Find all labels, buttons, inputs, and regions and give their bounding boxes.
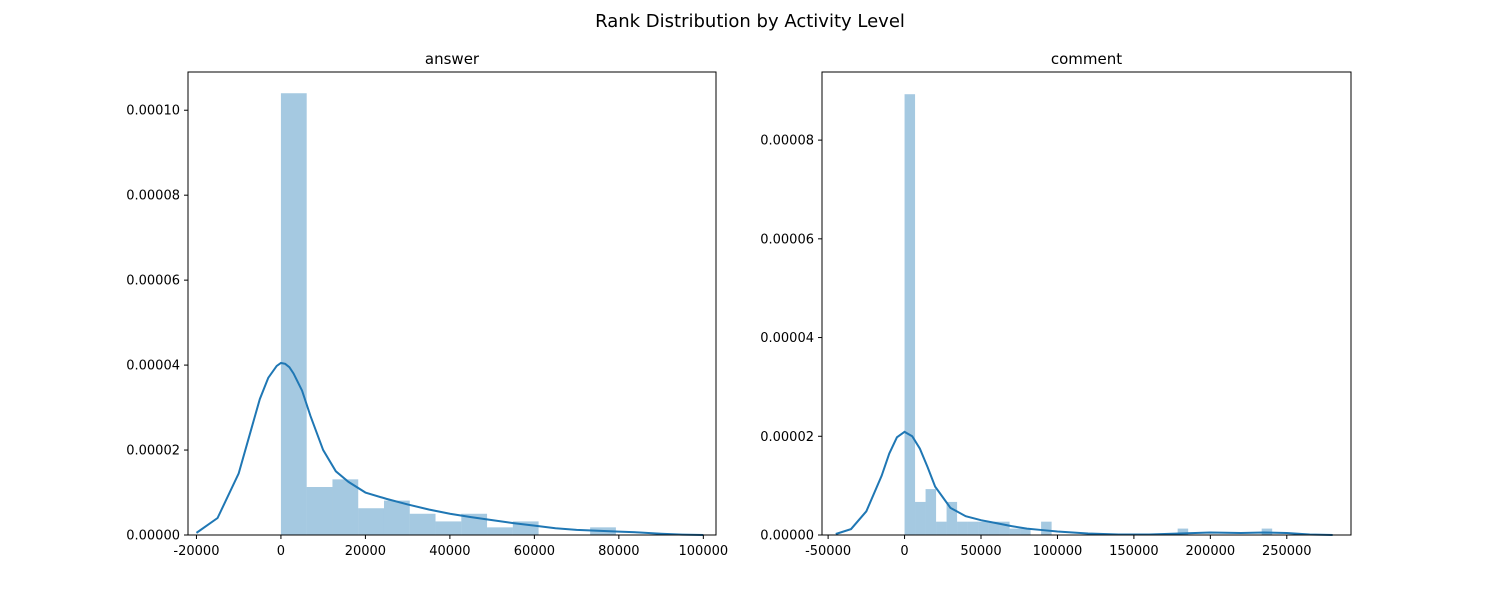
histogram-bar [409,513,436,535]
plot-frame [821,71,1352,536]
histogram-bar [988,521,1000,535]
y-tick-label: 0.00002 [126,444,180,459]
histogram-bar [978,521,989,535]
histogram-bar [1177,528,1189,535]
y-tick-label: 0.00008 [126,189,180,204]
histogram-bar [904,94,916,535]
x-tick-label: 200000 [1186,544,1236,559]
histogram-bar [1009,528,1021,535]
histogram-bar [1020,528,1031,535]
subplot-answer: answer -20000 0 20000 40000 60000 80000 100000 0… [126,50,728,559]
x-tick-label: 250000 [1262,544,1312,559]
histogram-bar [383,500,410,535]
x-tick-label: 60000 [514,544,555,559]
histogram-bar [999,521,1010,535]
x-tick-label: 50000 [960,544,1001,559]
y-tick-label: 0.00002 [760,430,814,445]
histogram-bar [1041,521,1052,535]
x-tick-label: -20000 [173,544,219,559]
subplot-title: comment [1051,50,1122,68]
y-tick-label: 0.00006 [760,232,814,247]
x-tick-label: 80000 [598,544,639,559]
subplot-title: answer [425,50,480,68]
y-tick-label: 0.00008 [760,134,814,149]
y-tick-label: 0.00004 [760,331,814,346]
x-tick-label: -50000 [805,544,851,559]
kde-line [835,430,1333,536]
kde-line [195,361,704,536]
x-tick-label: 100000 [1033,544,1083,559]
y-tick-label: 0.00000 [760,529,814,544]
x-tick-label: 40000 [429,544,470,559]
x-tick-label: 0 [900,544,908,559]
histogram-bar [306,487,333,535]
histogram-bar [332,479,359,535]
x-tick-label: 100000 [679,544,729,559]
histogram-bar [925,489,937,535]
histogram-bar [280,93,307,536]
histogram-bar [358,508,384,535]
y-tick-label: 0.00004 [126,359,180,374]
figure-title: Rank Distribution by Activity Level [595,11,905,32]
subplot-comment: comment -50000 0 50000 100000 150000 200000 250… [760,50,1352,559]
x-tick-label: 0 [277,544,285,559]
histogram-bar [946,501,958,535]
histogram-bar [435,521,462,535]
histogram-bar [957,521,968,535]
x-tick-label: 150000 [1109,544,1159,559]
y-tick-label: 0.00000 [126,529,180,544]
y-tick-label: 0.00006 [126,274,180,289]
histogram-bar [915,501,926,535]
x-tick-label: 20000 [345,544,386,559]
histogram-bar [936,521,947,535]
histogram-bar [967,521,979,535]
y-tick-label: 0.00010 [126,104,180,119]
histogram-bar [487,527,513,535]
plot-frame [187,71,717,536]
